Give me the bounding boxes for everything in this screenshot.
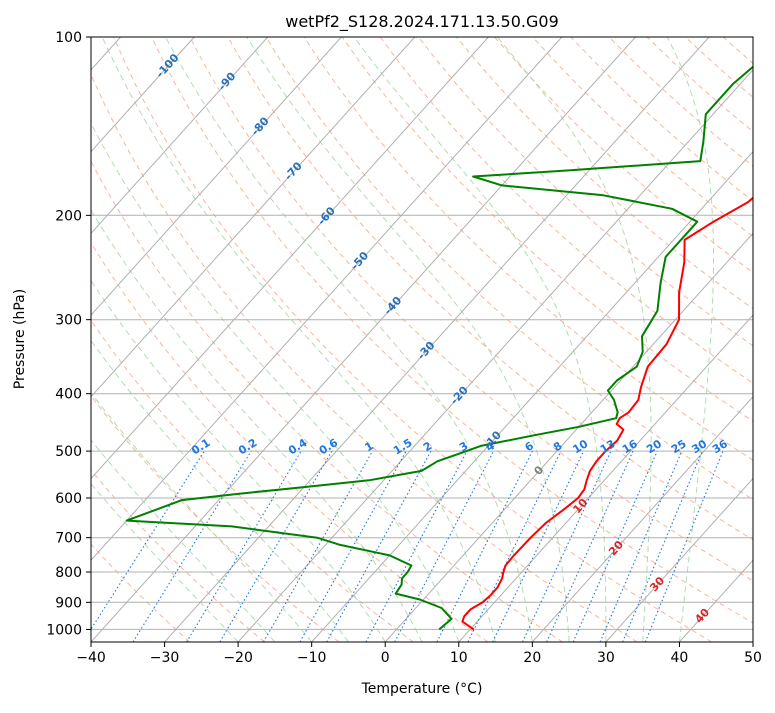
x-tick-label: 40 [671, 650, 689, 666]
y-tick-label: 800 [55, 565, 82, 581]
x-tick-label: 10 [450, 650, 468, 666]
y-tick-label: 600 [55, 491, 82, 507]
x-tick-label: −40 [76, 650, 106, 666]
x-tick-label: 0 [381, 650, 390, 666]
chart-title: wetPf2_S128.2024.171.13.50.G09 [285, 12, 559, 32]
y-tick-label: 700 [55, 531, 82, 547]
y-tick-label: 1000 [46, 622, 82, 638]
x-axis-label: Temperature (°C) [361, 681, 483, 697]
y-tick-label: 400 [55, 387, 82, 403]
x-tick-label: 30 [597, 650, 615, 666]
x-tick-label: −10 [297, 650, 327, 666]
x-tick-label: −20 [223, 650, 253, 666]
y-tick-label: 500 [55, 444, 82, 460]
isotherm-line [753, 37, 775, 642]
y-tick-label: 300 [55, 313, 82, 329]
x-tick-label: −30 [150, 650, 180, 666]
x-tick-label: 20 [523, 650, 541, 666]
x-tick-label: 50 [744, 650, 762, 666]
y-axis-label: Pressure (hPa) [12, 289, 28, 389]
y-tick-label: 200 [55, 208, 82, 224]
y-tick-label: 100 [55, 30, 82, 46]
y-tick-label: 900 [55, 595, 82, 611]
